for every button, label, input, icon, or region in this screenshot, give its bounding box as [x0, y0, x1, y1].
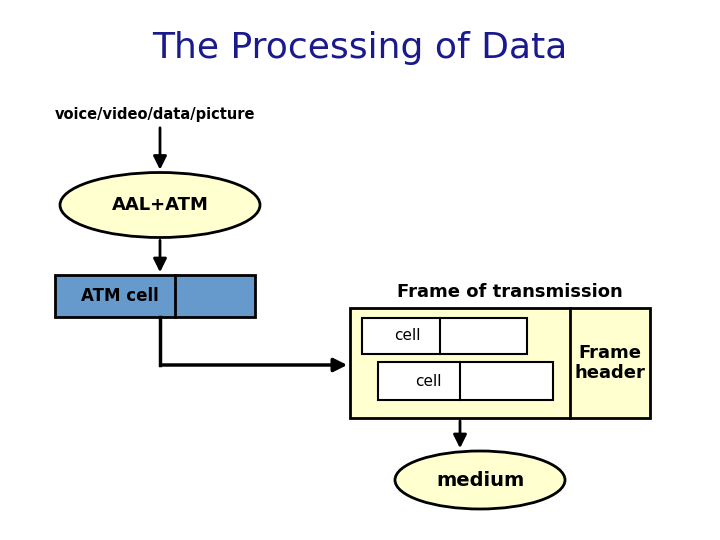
Text: Frame
header: Frame header	[575, 343, 645, 382]
Text: cell: cell	[415, 374, 441, 388]
Bar	[362, 318, 527, 354]
Text: AAL+ATM: AAL+ATM	[112, 196, 208, 214]
Bar	[350, 308, 650, 418]
Text: The Processing of Data: The Processing of Data	[153, 31, 567, 65]
Text: medium: medium	[436, 470, 524, 489]
Ellipse shape	[395, 451, 565, 509]
Text: ATM cell: ATM cell	[81, 287, 159, 305]
Bar	[378, 362, 553, 400]
Text: cell: cell	[394, 328, 420, 343]
Text: Frame of transmission: Frame of transmission	[397, 283, 623, 301]
Ellipse shape	[60, 172, 260, 238]
Text: voice/video/data/picture: voice/video/data/picture	[55, 107, 256, 123]
Bar	[55, 275, 255, 317]
